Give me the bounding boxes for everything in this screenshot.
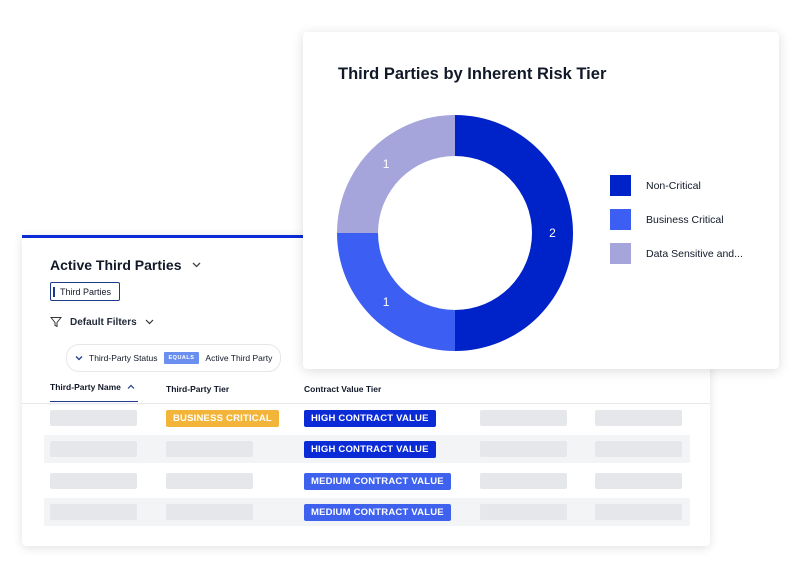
column-header-contract-label: Contract Value Tier xyxy=(304,384,382,394)
donut-slice-non-critical[interactable] xyxy=(455,115,573,351)
chevron-down-icon xyxy=(145,319,154,325)
panel-title-text: Active Third Parties xyxy=(50,257,182,273)
name-placeholder xyxy=(50,473,137,489)
filter-chip-status[interactable]: Third-Party Status EQUALS Active Third P… xyxy=(66,344,282,372)
sort-ascending-icon[interactable] xyxy=(127,382,135,392)
cell-placeholder xyxy=(480,441,567,457)
cell-placeholder xyxy=(480,473,567,489)
slice-value-label: 2 xyxy=(549,226,556,240)
chart-title: Third Parties by Inherent Risk Tier xyxy=(338,65,607,83)
contract-value-badge: HIGH CONTRACT VALUE xyxy=(304,441,436,458)
contract-value-badge: HIGH CONTRACT VALUE xyxy=(304,410,436,427)
donut-slice-data-sensitive-and[interactable] xyxy=(337,115,455,233)
donut-chart: 2 1 1 xyxy=(337,115,573,351)
panel-title[interactable]: Active Third Parties xyxy=(50,257,201,273)
table-row[interactable]: HIGH CONTRACT VALUE xyxy=(44,435,690,463)
column-header-name-label: Third-Party Name xyxy=(50,382,121,392)
legend-swatch xyxy=(610,175,631,196)
contract-value-badge: MEDIUM CONTRACT VALUE xyxy=(304,504,451,521)
name-placeholder xyxy=(50,504,137,520)
table-row[interactable]: BUSINESS CRITICAL HIGH CONTRACT VALUE xyxy=(44,404,690,432)
chevron-down-icon[interactable] xyxy=(75,353,83,363)
legend-item[interactable]: Data Sensitive and... xyxy=(610,243,743,264)
filter-chip-field: Third-Party Status xyxy=(89,353,158,363)
text-caret xyxy=(53,287,55,297)
legend-swatch xyxy=(610,209,631,230)
contract-value-badge: MEDIUM CONTRACT VALUE xyxy=(304,473,451,490)
default-filters-toggle[interactable]: Default Filters xyxy=(50,316,154,328)
slice-value-label: 1 xyxy=(383,295,390,309)
search-input-value: Third Parties xyxy=(60,287,112,297)
table-header-divider xyxy=(22,403,710,404)
cell-placeholder xyxy=(595,441,682,457)
cell-placeholder xyxy=(595,473,682,489)
default-filters-label: Default Filters xyxy=(70,316,137,328)
slice-value-label: 1 xyxy=(383,157,390,171)
cell-placeholder xyxy=(595,504,682,520)
tier-badge: BUSINESS CRITICAL xyxy=(166,410,279,427)
filter-chip-value: Active Third Party xyxy=(205,353,273,363)
table-row[interactable]: MEDIUM CONTRACT VALUE xyxy=(44,498,690,526)
table-row[interactable]: MEDIUM CONTRACT VALUE xyxy=(44,467,690,495)
legend-item[interactable]: Non-Critical xyxy=(610,175,743,196)
tier-placeholder xyxy=(166,441,253,457)
name-placeholder xyxy=(50,410,137,426)
column-header-contract-value[interactable]: Contract Value Tier xyxy=(304,384,452,404)
tier-placeholder xyxy=(166,504,253,520)
column-header-tier-label: Third-Party Tier xyxy=(166,384,230,394)
legend-label: Data Sensitive and... xyxy=(646,247,743,260)
legend-swatch xyxy=(610,243,631,264)
cell-placeholder xyxy=(480,410,567,426)
column-header-name[interactable]: Third-Party Name xyxy=(50,382,138,402)
tier-placeholder xyxy=(166,473,253,489)
cell-placeholder xyxy=(480,504,567,520)
chart-legend: Non-Critical Business Critical Data Sensit… xyxy=(610,175,743,277)
column-header-tier[interactable]: Third-Party Tier xyxy=(166,384,276,404)
filter-operator-badge: EQUALS xyxy=(163,352,200,364)
filter-icon xyxy=(50,316,62,328)
legend-item[interactable]: Business Critical xyxy=(610,209,743,230)
legend-label: Business Critical xyxy=(646,213,724,226)
name-placeholder xyxy=(50,441,137,457)
legend-label: Non-Critical xyxy=(646,179,701,192)
chevron-down-icon[interactable] xyxy=(192,260,201,271)
donut-slice-business-critical[interactable] xyxy=(337,233,455,351)
search-input[interactable]: Third Parties xyxy=(50,282,120,301)
cell-placeholder xyxy=(595,410,682,426)
